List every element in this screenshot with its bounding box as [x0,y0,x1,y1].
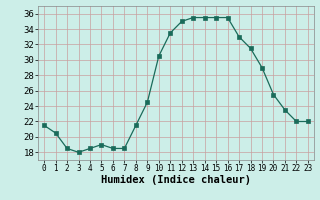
X-axis label: Humidex (Indice chaleur): Humidex (Indice chaleur) [101,175,251,185]
